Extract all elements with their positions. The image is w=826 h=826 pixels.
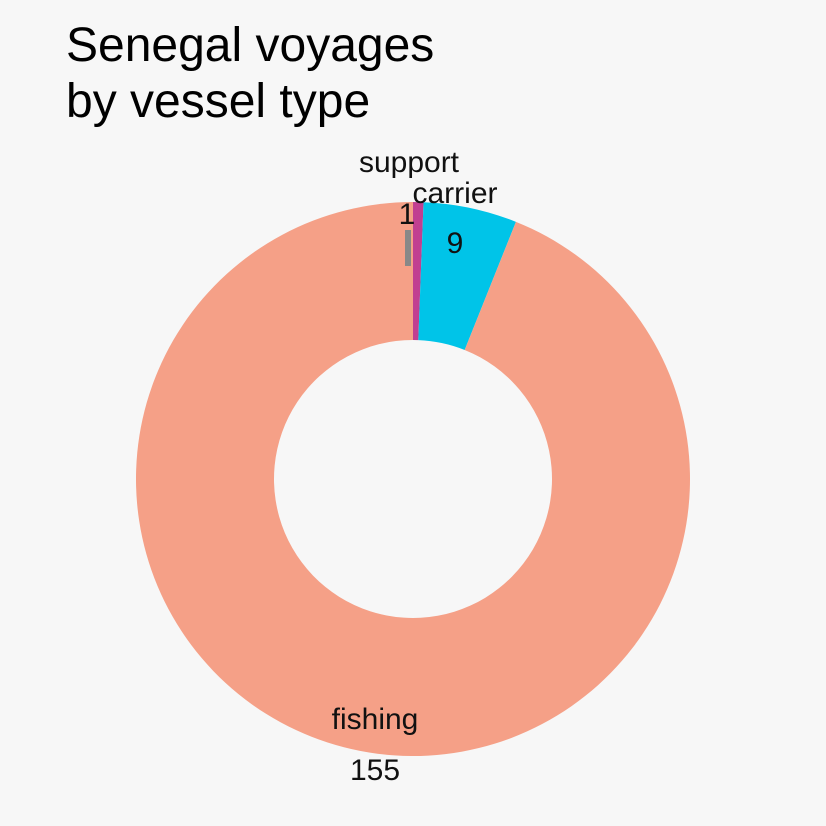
slice-value-fishing: 155	[350, 754, 400, 787]
slice-value-support: 1	[399, 198, 416, 231]
support-leader-mark	[405, 230, 411, 266]
slice-fishing	[135, 202, 690, 756]
slice-support	[413, 202, 424, 341]
slice-label-support: support	[359, 146, 460, 179]
donut-slices	[135, 202, 690, 756]
slice-label-fishing: fishing	[332, 703, 419, 736]
slice-label-carrier: carrier	[412, 177, 497, 210]
slice-carrier	[418, 202, 516, 350]
slice-value-carrier: 9	[447, 227, 464, 260]
chart-title: Senegal voyages by vessel type	[66, 19, 435, 128]
